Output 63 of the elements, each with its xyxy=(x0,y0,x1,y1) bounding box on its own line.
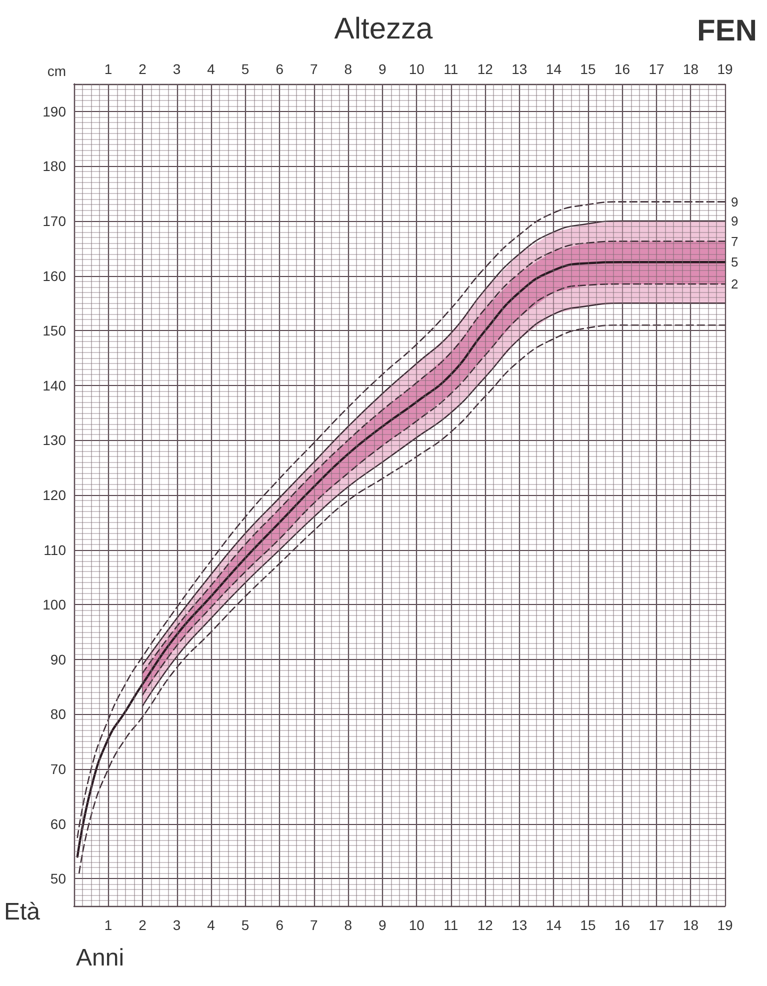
y-tick-label: 80 xyxy=(50,706,66,722)
y-tick-label: 170 xyxy=(42,213,66,229)
x2-tick-label: 13 xyxy=(512,917,528,933)
x2-tick-label: 5 xyxy=(241,917,250,933)
y-tick-label: 150 xyxy=(42,322,66,339)
x2-tick-label: 6 xyxy=(276,917,284,933)
text: Anni xyxy=(76,944,124,972)
x-tick-label: 14 xyxy=(546,61,562,77)
text: FEN xyxy=(697,14,757,48)
x2-tick-label: 8 xyxy=(344,917,352,933)
y-tick-label: 190 xyxy=(42,103,66,120)
y-tick-label: 120 xyxy=(42,487,66,503)
x2-tick-label: 3 xyxy=(172,917,181,933)
x2-tick-label: 16 xyxy=(614,917,630,933)
x2-tick-label: 10 xyxy=(408,917,425,933)
x-tick-label: 19 xyxy=(717,61,733,77)
x-tick-label: 9 xyxy=(378,61,386,77)
y-tick-label: 50 xyxy=(50,870,66,887)
x2-tick-label: 7 xyxy=(310,917,318,933)
x2-tick-label: 12 xyxy=(477,917,494,933)
x2-tick-label: 17 xyxy=(648,917,664,933)
x-tick-label: 8 xyxy=(344,61,352,77)
x2-tick-label: 14 xyxy=(546,917,562,933)
y-tick-label: 100 xyxy=(42,596,66,613)
x-tick-label: 2 xyxy=(138,61,147,77)
x2-tick-label: 19 xyxy=(717,917,733,933)
x-tick-label: 6 xyxy=(276,61,284,77)
series-label: 7 xyxy=(731,234,738,249)
x-tick-label: 18 xyxy=(682,61,699,77)
x2-tick-label: 4 xyxy=(207,917,216,933)
x-tick-label: 12 xyxy=(477,61,494,77)
series-label: 5 xyxy=(731,254,738,270)
x-tick-label: 1 xyxy=(104,61,112,77)
series-label: 2 xyxy=(731,276,738,292)
x2-tick-label: 9 xyxy=(378,917,386,933)
x-tick-label: 4 xyxy=(207,61,216,77)
x2-tick-label: 1 xyxy=(104,917,112,933)
x-tick-label: 17 xyxy=(648,61,664,77)
x-tick-label: 5 xyxy=(241,61,250,77)
x-tick-label: 3 xyxy=(172,61,181,77)
y-tick-label: 60 xyxy=(50,816,66,832)
x-tick-label: 16 xyxy=(614,61,630,77)
series-label: 9 xyxy=(731,194,738,210)
x-tick-label: 13 xyxy=(512,61,528,77)
series-label: 9 xyxy=(731,214,738,228)
y-tick-label: 180 xyxy=(42,158,66,174)
y-tick-label: 110 xyxy=(44,542,66,558)
x2-tick-label: 2 xyxy=(138,917,147,933)
x-tick-label: 7 xyxy=(310,61,318,77)
y-tick-label: 70 xyxy=(50,761,66,777)
y-tick-label: 160 xyxy=(42,268,66,284)
x-tick-label: 10 xyxy=(408,61,425,77)
x2-tick-label: 11 xyxy=(444,917,458,933)
x-tick-label: 11 xyxy=(444,61,458,77)
y-tick-label: 130 xyxy=(42,432,66,448)
x-tick-label: 15 xyxy=(580,61,596,77)
y-axis-title: cm xyxy=(47,63,66,79)
chart-title: Altezza xyxy=(334,12,434,46)
x2-tick-label: 15 xyxy=(580,917,596,933)
y-tick-label: 90 xyxy=(50,651,66,668)
x2-tick-label: 18 xyxy=(682,917,699,933)
x-axis-title: Età xyxy=(4,898,41,926)
y-tick-label: 140 xyxy=(42,377,66,394)
